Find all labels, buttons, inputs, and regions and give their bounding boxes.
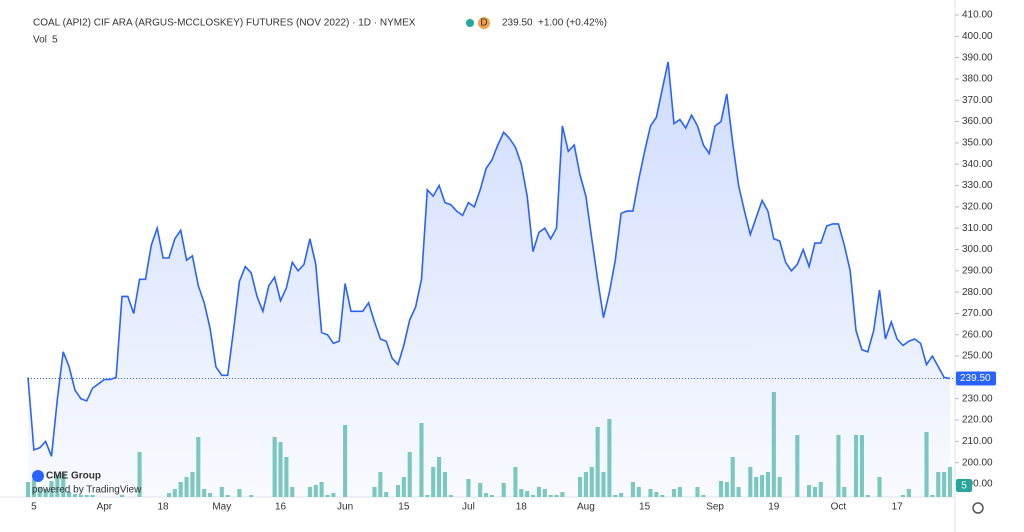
y-tick-label: 280.00 <box>962 287 993 298</box>
y-tick-label: 230.00 <box>962 393 993 404</box>
interval-badge-bg <box>478 17 490 29</box>
y-tick-label: 400.00 <box>962 31 993 42</box>
y-tick-label: 330.00 <box>962 180 993 191</box>
y-tick-label: 290.00 <box>962 265 993 276</box>
x-tick-label: 15 <box>639 502 651 513</box>
x-tick-label: 5 <box>31 502 37 513</box>
x-tick-label: Jul <box>462 502 475 513</box>
y-tick-label: 310.00 <box>962 223 993 234</box>
x-tick-label: 15 <box>398 502 410 513</box>
settings-icon[interactable] <box>972 502 984 514</box>
y-tick-label: 250.00 <box>962 351 993 362</box>
x-tick-label: 16 <box>275 502 287 513</box>
price-tag-bg <box>956 371 996 386</box>
x-tick-label: Aug <box>577 502 595 513</box>
x-tick-label: Oct <box>831 502 847 513</box>
y-tick-label: 350.00 <box>962 138 993 149</box>
x-tick-label: 19 <box>768 502 780 513</box>
last-price: 239.50 <box>502 18 533 29</box>
y-tick-label: 380.00 <box>962 74 993 85</box>
y-tick-label: 410.00 <box>962 10 993 21</box>
y-tick-label: 370.00 <box>962 95 993 106</box>
price-tag: 239.50 <box>960 373 991 384</box>
price-line <box>27 61 951 457</box>
x-tick-label: May <box>212 502 231 513</box>
x-tick-label: 18 <box>158 502 170 513</box>
y-tick-label: 300.00 <box>962 244 993 255</box>
brand-logo <box>32 470 44 482</box>
y-tick-label: 340.00 <box>962 159 993 170</box>
y-tick-label: 270.00 <box>962 308 993 319</box>
y-tick-label: 220.00 <box>962 415 993 426</box>
y-tick-label: 190.00 <box>962 479 993 490</box>
price-change: +1.00 (+0.42%) <box>538 18 607 29</box>
y-tick-label: 260.00 <box>962 329 993 340</box>
y-tick-label: 320.00 <box>962 202 993 213</box>
volume-value: 5 <box>52 35 58 46</box>
interval-badge: D <box>480 18 487 29</box>
y-tick-label: 390.00 <box>962 52 993 63</box>
y-tick-label: 200.00 <box>962 457 993 468</box>
y-tick-label: 210.00 <box>962 436 993 447</box>
powered-by: powered by TradingView <box>32 485 142 496</box>
x-tick-label: Apr <box>97 502 113 513</box>
volume-label: Vol <box>33 35 47 46</box>
volume-tag: 5 <box>961 481 967 492</box>
x-tick-label: Jun <box>337 502 353 513</box>
x-tick-label: 18 <box>516 502 528 513</box>
volume-tag-bg <box>956 479 972 492</box>
y-tick-label: 360.00 <box>962 116 993 127</box>
x-tick-label: 17 <box>892 502 904 513</box>
price-area <box>28 61 950 498</box>
status-dot <box>466 19 474 27</box>
x-tick-label: Sep <box>706 502 724 513</box>
brand: CME Group <box>46 471 101 482</box>
chart-title: COAL (API2) CIF ARA (ARGUS-MCCLOSKEY) FU… <box>33 18 416 29</box>
